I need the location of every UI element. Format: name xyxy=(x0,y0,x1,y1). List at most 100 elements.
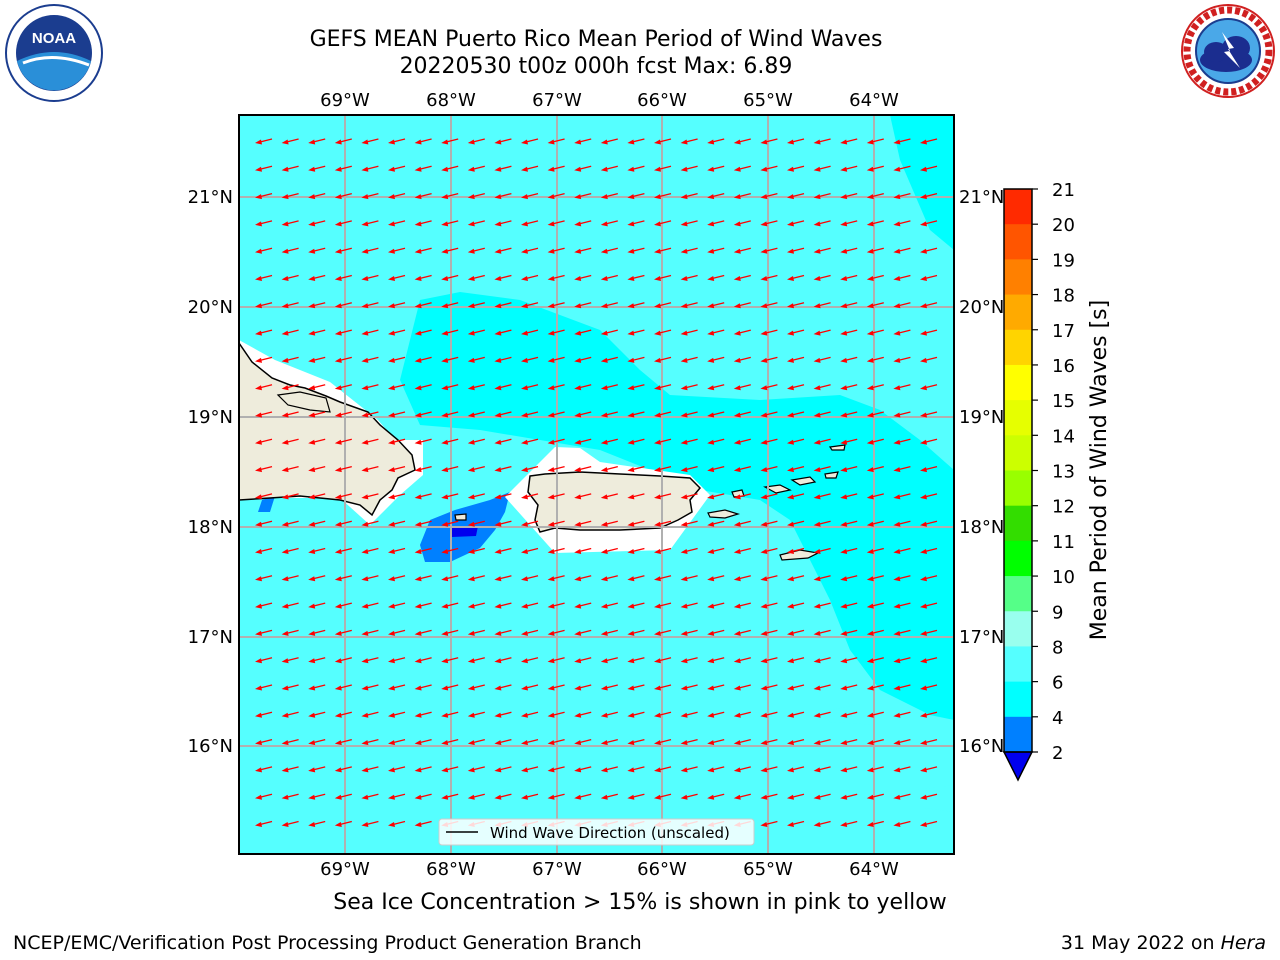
wind-wave-arrow xyxy=(441,793,459,800)
wind-wave-arrow xyxy=(281,165,299,172)
wind-wave-arrow xyxy=(441,657,459,664)
wind-wave-arrow xyxy=(521,684,539,691)
wind-wave-arrow xyxy=(361,629,379,636)
wind-wave-arrow xyxy=(334,165,352,172)
wind-wave-arrow xyxy=(654,575,672,582)
wind-wave-arrow xyxy=(840,629,858,636)
wind-wave-arrow xyxy=(308,766,326,773)
wind-wave-arrow xyxy=(787,493,805,500)
wind-wave-arrow xyxy=(680,138,698,145)
wind-wave-arrow xyxy=(281,356,299,363)
wind-wave-arrow xyxy=(733,411,751,418)
colorbar-segment xyxy=(1004,329,1032,366)
wind-wave-arrow xyxy=(574,711,592,718)
wind-wave-arrow xyxy=(840,274,858,281)
wind-wave-arrow xyxy=(627,684,645,691)
wind-wave-arrow xyxy=(281,684,299,691)
vieques-island xyxy=(707,509,741,519)
wind-wave-arrow xyxy=(600,138,618,145)
wind-wave-arrow xyxy=(893,793,911,800)
wind-wave-arrow xyxy=(600,465,618,473)
wind-wave-arrow xyxy=(414,438,432,445)
wind-wave-arrow xyxy=(600,329,618,336)
wind-wave-arrow xyxy=(388,547,406,554)
lat-label-right-21n: 21°N xyxy=(959,187,1004,208)
footer-branch: NCEP/EMC/Verification Post Processing Pr… xyxy=(13,932,642,954)
wind-wave-arrow xyxy=(308,684,326,691)
wind-wave-arrow xyxy=(467,629,485,636)
wind-wave-arrow xyxy=(308,465,326,473)
wind-wave-arrow xyxy=(255,165,273,172)
wind-wave-arrow xyxy=(893,247,911,254)
wind-wave-arrow xyxy=(441,493,459,500)
wind-wave-arrow xyxy=(361,220,379,227)
wind-wave-arrow xyxy=(707,547,725,554)
wind-wave-arrow xyxy=(707,329,725,336)
wind-wave-arrow xyxy=(866,629,884,636)
wind-wave-arrow xyxy=(866,438,884,445)
wind-wave-arrow xyxy=(334,329,352,336)
wind-wave-arrow xyxy=(654,192,672,200)
wind-wave-arrow xyxy=(893,602,911,609)
wind-wave-arrow xyxy=(521,411,539,418)
wind-wave-arrow xyxy=(414,274,432,281)
wind-wave-arrow xyxy=(574,138,592,145)
wind-wave-arrow xyxy=(521,274,539,281)
wind-wave-arrow xyxy=(255,493,273,500)
wind-wave-arrow xyxy=(893,547,911,554)
colorbar-segment xyxy=(1004,470,1032,507)
wind-wave-arrow xyxy=(467,684,485,691)
wind-wave-arrow xyxy=(361,329,379,336)
legend-label: Wind Wave Direction (unscaled) xyxy=(490,824,730,842)
anegada-island xyxy=(824,471,839,479)
wind-wave-arrow xyxy=(920,329,938,336)
wind-wave-arrow xyxy=(813,220,831,227)
wind-wave-arrow xyxy=(787,329,805,336)
wind-wave-arrow xyxy=(707,738,725,746)
colorbar-tick-label: 11 xyxy=(1052,532,1075,553)
colorbar-segment xyxy=(1004,576,1032,612)
wind-wave-arrow xyxy=(680,465,698,473)
wind-wave-arrow xyxy=(813,602,831,609)
wind-wave-arrow xyxy=(600,411,618,418)
wind-wave-arrow xyxy=(334,247,352,254)
wind-wave-arrow xyxy=(467,520,485,527)
wind-wave-arrow xyxy=(680,493,698,500)
wind-wave-arrow xyxy=(707,411,725,418)
lon-label-bottom-68w: 68°W xyxy=(426,859,476,880)
wind-wave-arrow xyxy=(521,711,539,718)
wind-wave-arrow xyxy=(920,302,938,309)
wind-wave-arrow xyxy=(494,411,512,418)
wind-wave-arrow xyxy=(760,520,778,527)
wind-wave-arrow xyxy=(600,274,618,281)
wind-wave-arrow xyxy=(281,274,299,281)
lon-label-bottom-69w: 69°W xyxy=(320,859,370,880)
wind-wave-arrow xyxy=(893,629,911,636)
wind-wave-arrow xyxy=(255,192,273,200)
wind-wave-arrow xyxy=(334,547,352,554)
wind-wave-arrow xyxy=(654,766,672,773)
wind-wave-arrow xyxy=(494,220,512,227)
wind-wave-arrow xyxy=(414,820,432,827)
wind-wave-arrow xyxy=(494,684,512,691)
wind-wave-arrow xyxy=(813,192,831,200)
wind-wave-arrow xyxy=(414,766,432,773)
wind-wave-arrow xyxy=(361,820,379,827)
wind-wave-arrow xyxy=(866,657,884,664)
wind-wave-arrow xyxy=(654,411,672,418)
wind-wave-arrow xyxy=(733,738,751,746)
wind-wave-arrow xyxy=(414,220,432,227)
wind-wave-arrow xyxy=(707,192,725,200)
wind-wave-arrow xyxy=(787,274,805,281)
wind-wave-arrow xyxy=(281,138,299,145)
wind-wave-arrow xyxy=(893,411,911,418)
wind-wave-arrow xyxy=(521,302,539,309)
period-region-below-2 xyxy=(452,526,478,537)
wind-wave-arrow xyxy=(627,520,645,527)
wind-wave-arrow xyxy=(574,684,592,691)
wind-wave-arrow xyxy=(733,329,751,336)
wind-wave-arrow xyxy=(866,384,884,391)
colorbar-under-triangle xyxy=(1002,751,1034,782)
wind-wave-arrow xyxy=(733,465,751,473)
wind-wave-arrow xyxy=(787,384,805,391)
